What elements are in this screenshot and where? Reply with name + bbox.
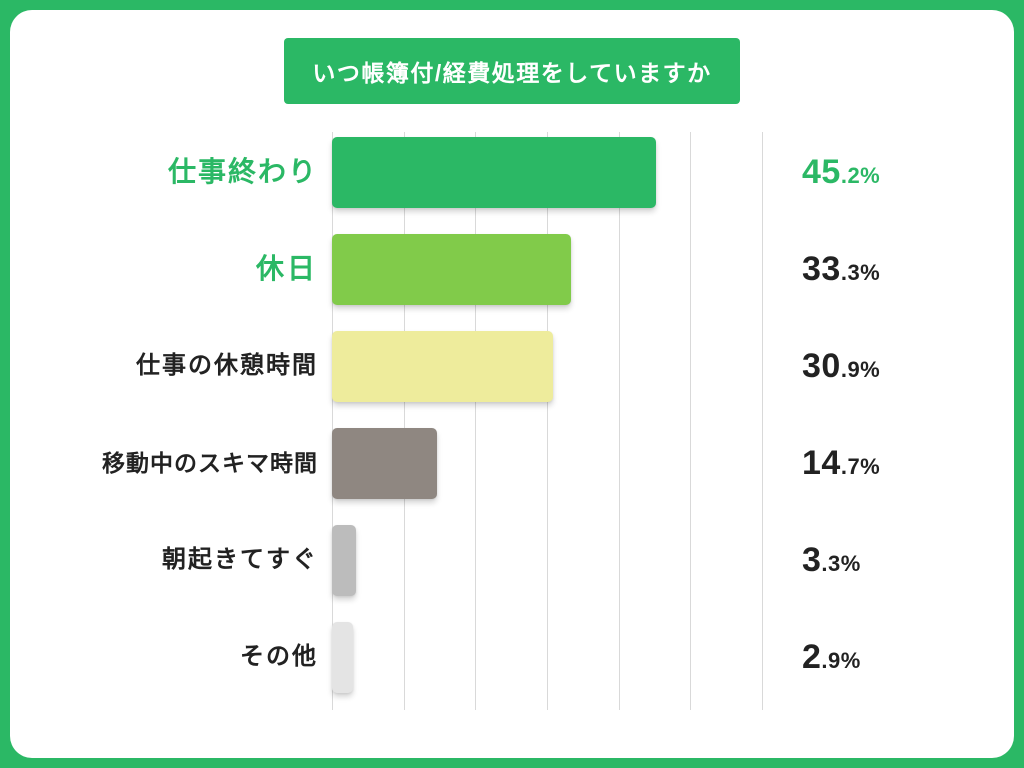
- bar-value-int: 14: [802, 444, 841, 482]
- gridline: [690, 132, 691, 710]
- bar-row: 仕事の休憩時間 30.9%: [80, 334, 944, 399]
- bar-fill: [332, 234, 571, 305]
- bar-track: [332, 625, 762, 690]
- bar-row: 仕事終わり 45.2%: [80, 140, 944, 205]
- bar-label: その他: [80, 644, 332, 670]
- bar-value-int: 45: [802, 153, 841, 191]
- bar-track: [332, 140, 762, 205]
- chart-card: いつ帳簿付/経費処理をしていますか 仕事終わり45.2%休日33.3%仕事の休憩…: [10, 10, 1014, 758]
- bar-track: [332, 237, 762, 302]
- bar-value-dec: .7%: [841, 454, 880, 479]
- bar-fill: [332, 525, 356, 596]
- gridline: [547, 132, 548, 710]
- gridline: [762, 132, 763, 710]
- chart-title: いつ帳簿付/経費処理をしていますか: [284, 38, 739, 104]
- bar-value: 3.3%: [762, 541, 932, 580]
- bar-label: 仕事の休憩時間: [80, 353, 332, 379]
- bar-value-dec: .3%: [841, 260, 880, 285]
- bar-label: 仕事終わり: [80, 157, 332, 188]
- bar-value-int: 3: [802, 541, 821, 579]
- bar-value: 33.3%: [762, 250, 932, 289]
- bar-fill: [332, 137, 656, 208]
- bar-label: 朝起きてすぐ: [80, 547, 332, 573]
- bar-value: 30.9%: [762, 347, 932, 386]
- bar-fill: [332, 331, 553, 402]
- bar-value-dec: .9%: [841, 357, 880, 382]
- bar-row: 移動中のスキマ時間 14.7%: [80, 431, 944, 496]
- gridline: [475, 132, 476, 710]
- bar-chart: 仕事終わり45.2%休日33.3%仕事の休憩時間30.9%移動中のスキマ時間14…: [80, 140, 944, 690]
- bar-track: [332, 431, 762, 496]
- bar-value-int: 33: [802, 250, 841, 288]
- bar-value-dec: .2%: [841, 163, 880, 188]
- bar-row: その他 2.9%: [80, 625, 944, 690]
- gridline: [404, 132, 405, 710]
- bar-label: 移動中のスキマ時間: [80, 451, 332, 476]
- bar-row: 朝起きてすぐ 3.3%: [80, 528, 944, 593]
- bar-value: 45.2%: [762, 153, 932, 192]
- gridline: [619, 132, 620, 710]
- bar-row: 休日 33.3%: [80, 237, 944, 302]
- bar-label: 休日: [80, 254, 332, 285]
- bar-value-dec: .3%: [821, 551, 860, 576]
- bar-fill: [332, 428, 437, 499]
- bar-track: [332, 528, 762, 593]
- bar-value: 2.9%: [762, 638, 932, 677]
- bar-track: [332, 334, 762, 399]
- bar-fill: [332, 622, 353, 693]
- bar-value-int: 30: [802, 347, 841, 385]
- bar-value: 14.7%: [762, 444, 932, 483]
- bar-value-int: 2: [802, 638, 821, 676]
- bar-value-dec: .9%: [821, 648, 860, 673]
- chart-gridlines: [332, 140, 762, 690]
